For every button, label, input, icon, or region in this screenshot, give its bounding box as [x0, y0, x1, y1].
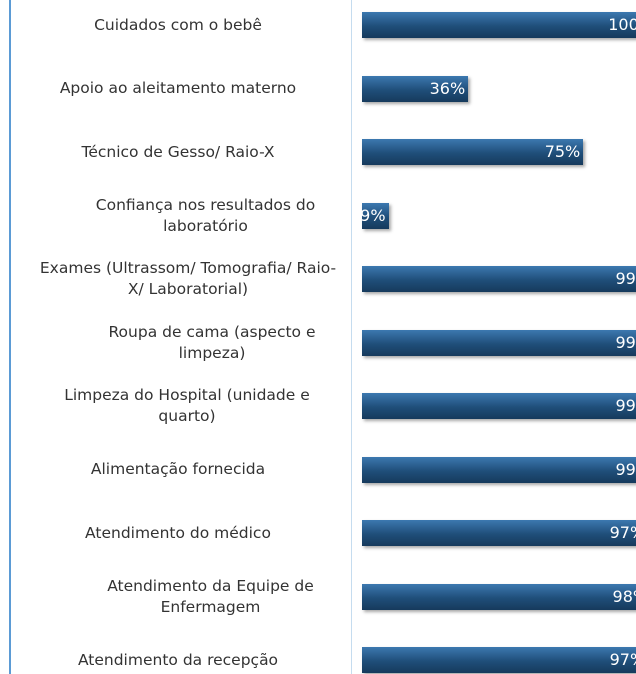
- category-label: Apoio ao aleitamento materno: [59, 79, 297, 97]
- category-label: Limpeza do Hospital (unidade e quarto): [64, 386, 310, 425]
- axis-line: [351, 0, 352, 674]
- value-label: 36%: [429, 78, 466, 98]
- value-label: 99%: [615, 332, 636, 352]
- bar: [362, 647, 636, 673]
- value-label: 9%: [360, 205, 386, 225]
- value-label: 97%: [609, 523, 636, 542]
- frame-line: [9, 0, 11, 674]
- value-label: 75%: [544, 142, 581, 161]
- category-label: Alimentação fornecida: [90, 460, 266, 478]
- category-label: Atendimento da recepção: [77, 650, 279, 669]
- value-label: 99%: [615, 396, 636, 415]
- bar: [362, 266, 636, 292]
- bar: [362, 456, 636, 483]
- bar: [362, 75, 469, 102]
- category-label: Cuidados com o bebê: [94, 15, 262, 34]
- bar: [362, 520, 636, 546]
- value-label: 99%: [615, 459, 636, 479]
- bar: [362, 12, 636, 38]
- category-label: Confiança nos resultados do laboratório: [95, 195, 316, 235]
- bar: [362, 202, 389, 229]
- category-label: Técnico de Gesso/ Raio-X: [81, 142, 275, 161]
- bar: [362, 583, 636, 610]
- bar: [362, 139, 584, 165]
- value-label: 99%: [615, 269, 636, 288]
- bar: [362, 329, 636, 356]
- category-label: Atendimento da Equipe de Enfermagem: [107, 576, 314, 616]
- value-label: 100%: [608, 15, 636, 34]
- category-label: Exames (Ultrassom/ Tomografia/ Raio-X/ L…: [39, 259, 337, 298]
- value-label: 97%: [609, 650, 636, 669]
- bar: [362, 393, 636, 419]
- category-label: Atendimento do médico: [85, 523, 271, 542]
- value-label: 98%: [612, 586, 636, 606]
- category-label: Roupa de cama (aspecto e limpeza): [108, 322, 316, 362]
